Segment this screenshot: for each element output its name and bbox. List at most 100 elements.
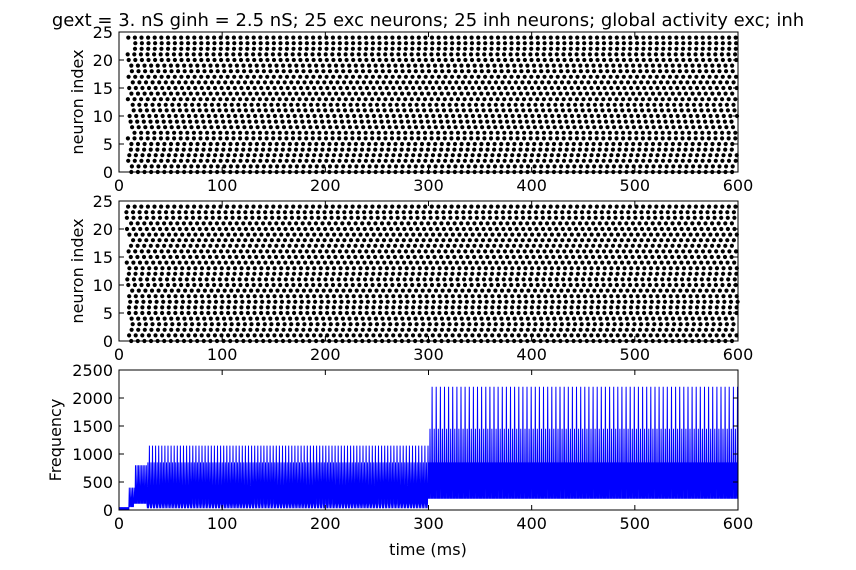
spike-dot <box>401 102 406 107</box>
spike-dot <box>202 288 207 293</box>
spike-dot <box>561 52 566 57</box>
spike-dot <box>599 238 605 243</box>
spike-dot <box>146 294 152 299</box>
spike-dot <box>242 164 247 169</box>
spike-dot <box>686 215 691 220</box>
spike-dot <box>551 119 556 124</box>
spike-dot <box>671 69 676 74</box>
spike-dot <box>516 305 521 310</box>
spike-dot <box>213 232 218 237</box>
spike-dot <box>720 97 725 102</box>
spike-dot <box>665 238 671 243</box>
spike-dot <box>238 74 243 79</box>
spike-dot <box>425 299 430 304</box>
spike-dot <box>284 46 289 51</box>
spike-dot <box>685 322 690 327</box>
spike-dot <box>700 136 705 141</box>
spike-dot <box>338 310 343 316</box>
spike-dot <box>195 316 200 321</box>
spike-dot <box>146 57 151 63</box>
spike-dot <box>628 41 633 46</box>
spike-dot <box>205 204 210 209</box>
spike-dot <box>421 260 426 265</box>
spike-dot <box>652 210 657 215</box>
spike-dot <box>714 249 719 254</box>
spike-dot <box>183 210 188 215</box>
spike-dot <box>243 215 248 220</box>
spike-dot <box>325 266 330 271</box>
spike-dot <box>501 226 506 232</box>
spike-dot <box>653 215 658 220</box>
spike-dot <box>284 52 289 57</box>
spike-dot <box>510 266 515 271</box>
spike-dot <box>642 153 647 158</box>
spike-dot <box>205 46 210 51</box>
spike-dot <box>286 299 291 304</box>
spike-dot <box>505 141 510 147</box>
spike-dot <box>294 316 299 321</box>
spike-dot <box>426 141 431 147</box>
spike-dot <box>724 322 730 327</box>
spike-dot <box>449 282 454 288</box>
spike-dot <box>474 215 479 220</box>
spike-dot <box>625 102 631 107</box>
spike-dot <box>506 288 511 293</box>
spike-dot <box>635 41 640 46</box>
spike-dot <box>169 69 174 74</box>
spike-dot <box>239 85 244 91</box>
spike-dot <box>462 35 468 40</box>
spike-dot <box>238 158 243 163</box>
spike-dot <box>701 57 706 63</box>
spike-dot <box>356 136 362 141</box>
spike-dot <box>212 41 217 46</box>
spike-dot <box>548 204 553 209</box>
spike-dot <box>601 136 606 141</box>
spike-dot <box>345 153 350 158</box>
spike-dot <box>630 243 635 248</box>
spike-dot <box>582 249 587 254</box>
spike-dot <box>224 97 229 102</box>
spike-dot <box>444 153 449 158</box>
spike-dot <box>513 210 519 215</box>
spike-dot <box>485 221 490 226</box>
spike-dot <box>595 282 600 288</box>
spike-dot <box>553 238 558 243</box>
spike-dot <box>683 243 688 248</box>
spike-dot <box>721 113 726 119</box>
spike-dot <box>397 249 402 254</box>
spike-dot <box>180 299 186 304</box>
spike-dot <box>409 204 415 209</box>
spike-dot <box>511 221 517 226</box>
spike-dot <box>297 130 302 135</box>
spike-dot <box>262 102 267 107</box>
spike-dot <box>547 108 552 113</box>
spike-dot <box>343 204 349 209</box>
spike-dot <box>379 254 384 260</box>
spike-dot <box>337 35 342 40</box>
spike-dot <box>143 125 148 130</box>
raster-exc-ylabel: neuron index <box>68 49 87 154</box>
spike-dot <box>428 215 433 220</box>
spike-dot <box>695 232 700 237</box>
spike-dot <box>314 327 319 332</box>
spike-dot <box>713 130 718 135</box>
spike-dot <box>708 294 713 299</box>
spike-dot <box>483 57 488 63</box>
spike-dot <box>479 164 484 169</box>
spike-dot <box>223 80 228 85</box>
spike-dot <box>140 153 145 158</box>
spike-dot <box>718 80 723 85</box>
spike-dot <box>698 238 704 243</box>
spike-dot <box>333 63 339 68</box>
spike-dot <box>169 125 174 130</box>
spike-dot <box>544 299 549 304</box>
spike-dot <box>318 333 323 338</box>
spike-dot <box>489 249 494 254</box>
spike-dot <box>297 282 303 288</box>
spike-dot <box>599 322 604 327</box>
spike-dot <box>598 164 603 169</box>
spike-dot <box>698 80 703 85</box>
spike-dot <box>644 327 649 332</box>
spike-dot <box>204 215 209 220</box>
spike-dot <box>229 125 234 130</box>
